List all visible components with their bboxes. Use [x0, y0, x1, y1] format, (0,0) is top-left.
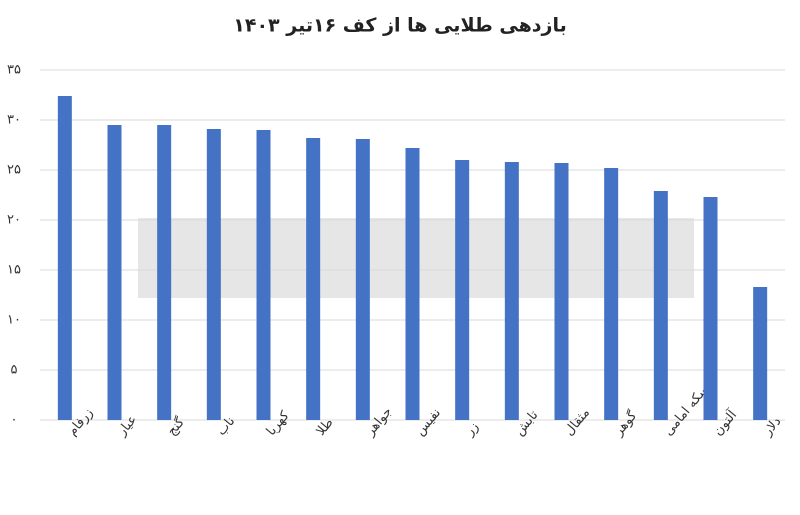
chart-title: بازدهی طلایی ها از کف ۱۶تیر ۱۴۰۳: [233, 15, 566, 37]
bar: [554, 163, 569, 420]
y-tick-label: ۱۰: [7, 313, 21, 328]
bar: [57, 96, 72, 420]
y-tick-label: ۰: [11, 413, 18, 428]
y-tick-label: ۲۰: [7, 213, 21, 228]
y-tick-label: ۳۰: [7, 113, 21, 128]
bar: [653, 191, 668, 420]
y-tick-label: ۲۵: [7, 163, 21, 178]
bar: [504, 162, 519, 420]
bar: [256, 130, 271, 420]
bar: [355, 139, 370, 420]
bar: [107, 125, 122, 420]
bar: [455, 160, 470, 420]
y-tick-label: ۵: [11, 363, 18, 378]
bar: [206, 129, 221, 420]
bar: [753, 287, 768, 420]
x-tick-label: زر: [462, 420, 482, 440]
bar: [157, 125, 172, 420]
y-tick-label: ۳۵: [7, 63, 21, 78]
bar: [703, 197, 718, 420]
y-tick-label: ۱۵: [7, 263, 21, 278]
bar: [306, 138, 321, 420]
bar: [405, 148, 420, 420]
bar: [604, 168, 619, 420]
